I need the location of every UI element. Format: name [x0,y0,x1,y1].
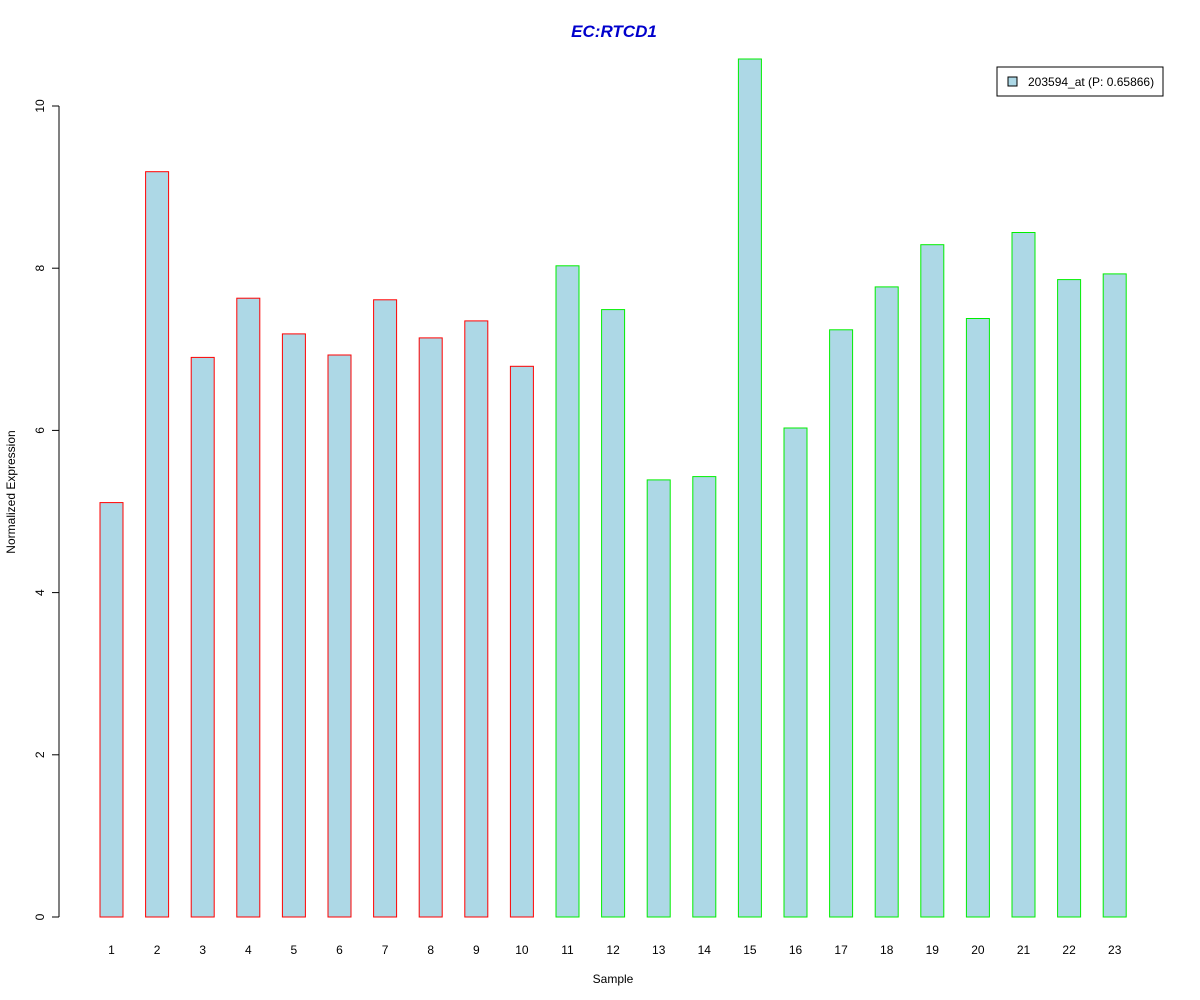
y-tick-label: 10 [33,99,47,113]
x-tick-label: 3 [199,943,206,957]
y-tick-label: 4 [33,589,47,596]
bar-sample-21 [1011,232,1036,918]
x-tick-label: 11 [561,943,574,957]
x-tick-label: 16 [789,943,803,957]
bars-group [99,58,1127,918]
x-tick-label: 6 [336,943,343,957]
y-tick-label: 0 [33,913,47,920]
bar-sample-16 [783,427,808,918]
y-tick-label: 2 [33,751,47,758]
bar-sample-22 [1057,279,1082,918]
bar-sample-11 [555,265,580,918]
chart-title: EC:RTCD1 [571,22,657,41]
y-axis: 0 2 4 6 8 10 [33,99,60,920]
bar-sample-13 [646,479,671,918]
bar-sample-10 [509,365,534,918]
bar-sample-7 [373,299,398,918]
x-tick-label: 22 [1062,943,1076,957]
x-tick-label: 13 [652,943,666,957]
x-tick-label: 2 [154,943,161,957]
x-tick-label: 23 [1108,943,1122,957]
legend-box [996,66,1164,97]
x-tick-label: 4 [245,943,252,957]
x-tick-label: 10 [515,943,529,957]
x-axis-title: Sample [593,972,634,986]
bar-sample-5 [281,333,306,918]
bar-sample-17 [829,329,854,918]
x-tick-label: 20 [971,943,985,957]
y-tick-label: 8 [33,265,47,272]
x-tick-label: 17 [834,943,848,957]
bar-sample-19 [920,244,945,918]
x-tick-label: 14 [698,943,712,957]
bar-sample-8 [418,337,443,918]
x-tick-label: 7 [382,943,389,957]
bar-sample-14 [692,476,717,918]
bar-sample-1 [99,502,124,918]
bar-sample-12 [601,309,626,918]
legend-swatch [1007,76,1018,87]
x-tick-label: 21 [1017,943,1031,957]
bar-sample-15 [737,58,762,918]
x-tick-label: 8 [427,943,434,957]
bar-sample-3 [190,356,215,918]
legend-label: 203594_at (P: 0.65866) [1028,75,1154,89]
y-axis-title: Normalized Expression [4,430,18,553]
x-tick-label: 18 [880,943,894,957]
bar-sample-9 [464,320,489,918]
bar-sample-18 [874,286,899,918]
x-tick-label: 15 [743,943,757,957]
x-tick-label: 5 [291,943,298,957]
y-tick-label: 6 [33,427,47,434]
x-tick-label: 9 [473,943,480,957]
legend: 203594_at (P: 0.65866) [996,66,1164,97]
bar-sample-2 [145,171,170,918]
bar-sample-6 [327,354,352,918]
x-axis: 1 2 3 4 5 6 7 8 9 10 11 12 13 14 15 16 17 18 19 20 21 22 23 [108,943,1122,957]
x-tick-label: 19 [926,943,940,957]
bar-sample-20 [965,318,990,918]
x-tick-label: 12 [606,943,620,957]
bar-sample-23 [1102,273,1127,918]
bar-sample-4 [236,297,261,918]
x-tick-label: 1 [108,943,115,957]
